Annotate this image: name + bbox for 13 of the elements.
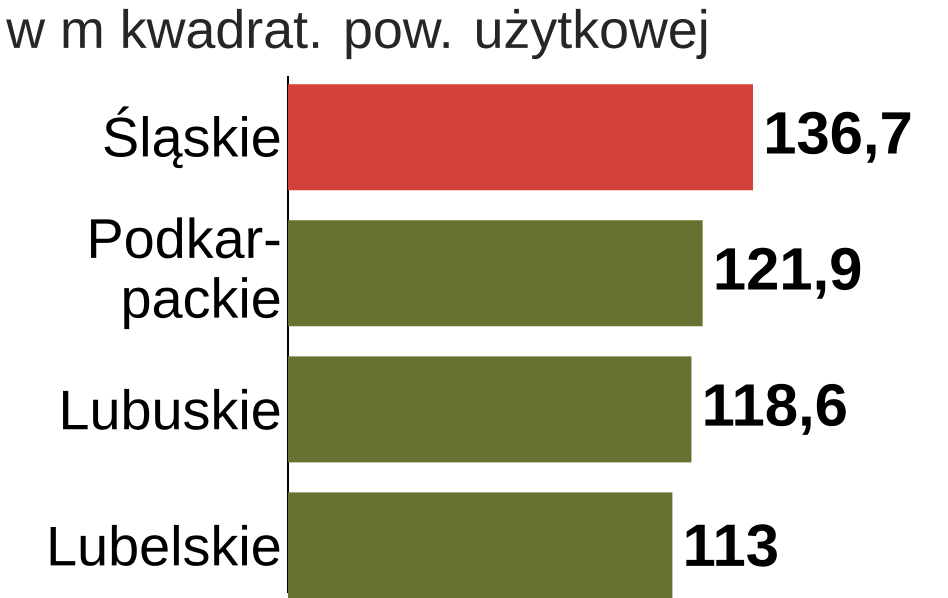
y-tick-label: Śląskie (104, 106, 280, 168)
y-tick-label: Podkar-packie (91, 217, 280, 329)
y-tick-label: Lubelskie (50, 524, 280, 566)
chart-title: w m kwadrat. pow. użytkowej (6, 8, 706, 59)
bar (288, 220, 703, 326)
y-tick-label: Lubuskie (63, 388, 280, 430)
bar (288, 356, 692, 462)
data-label: 136,7 (766, 112, 910, 163)
data-label: 113 (686, 524, 777, 566)
data-label: 121,9 (716, 248, 860, 299)
bar (288, 84, 753, 190)
bar (288, 492, 672, 598)
data-label: 118,6 (705, 384, 846, 435)
